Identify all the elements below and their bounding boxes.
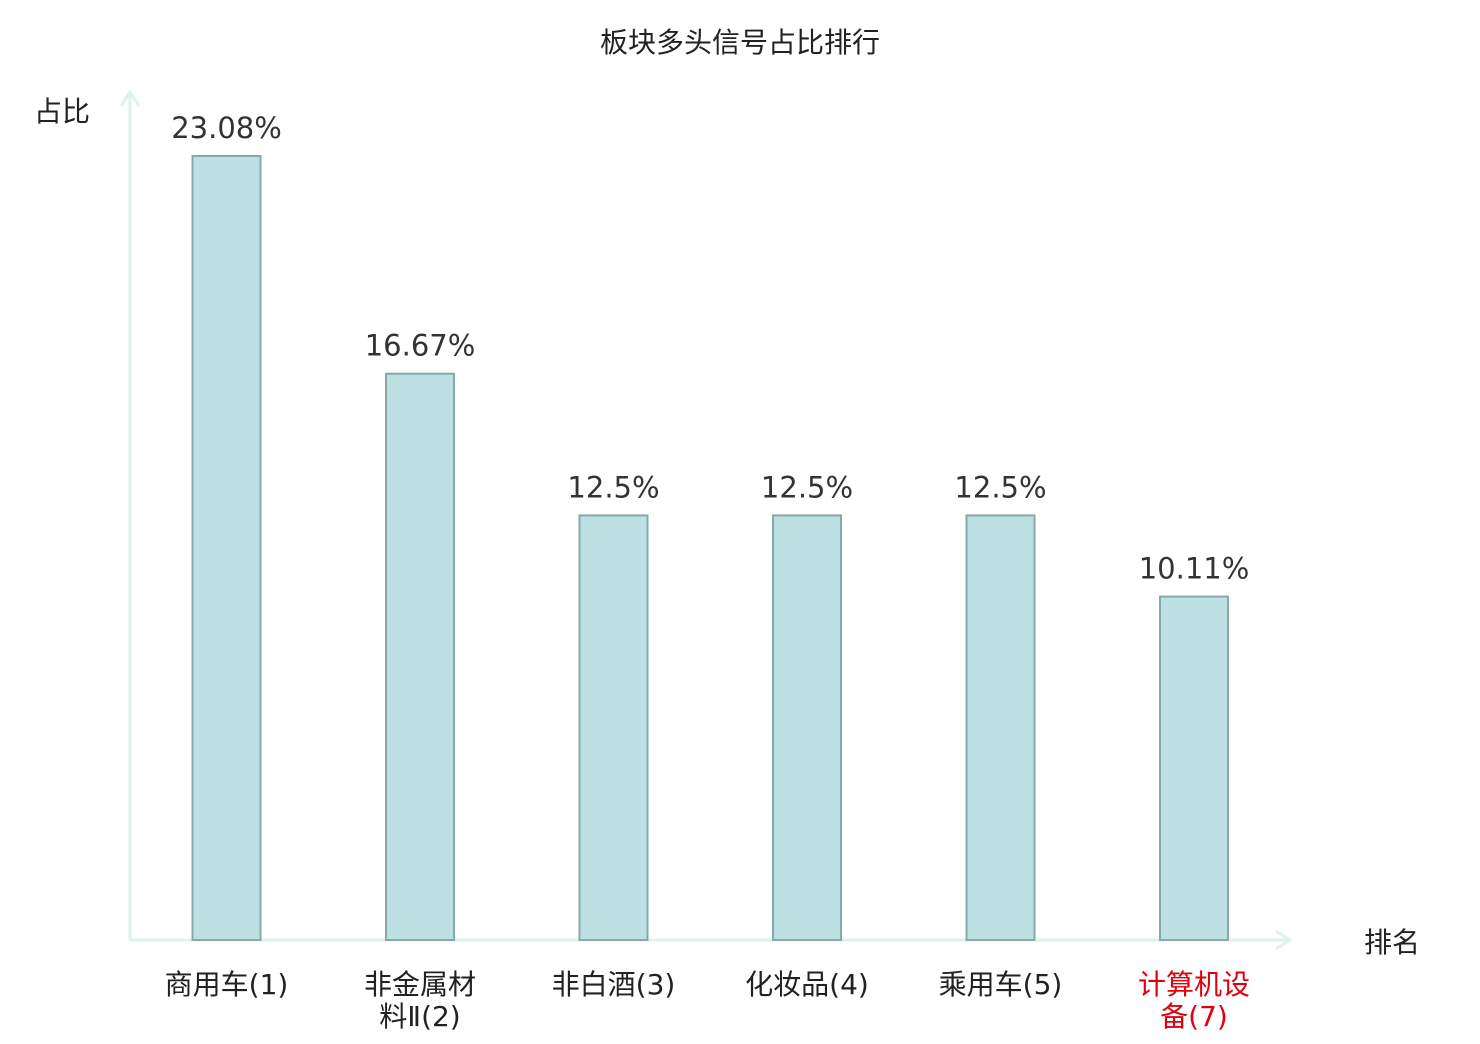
category-rank: (5) (1023, 968, 1063, 1001)
category-name: 商用车 (165, 968, 249, 1001)
category-name: 非白酒 (552, 968, 636, 1001)
category-label: 商用车(1) (165, 968, 289, 1001)
category-label: 非白酒(3) (552, 968, 676, 1001)
bar-value-label: 12.5% (954, 470, 1046, 504)
category-name: 计算机设 (1138, 968, 1250, 1001)
bar (385, 372, 455, 941)
category-rank: (7) (1188, 1000, 1228, 1033)
y-axis-label: 占比 (34, 95, 90, 128)
category-label: 计算机设 (1138, 968, 1250, 1001)
category-name: 化妆品 (745, 968, 829, 1001)
category-label: 非金属材 (364, 968, 476, 1001)
category-name: 非金属材 (364, 968, 476, 1001)
y-axis-arrow (119, 89, 141, 107)
bar (965, 514, 1036, 941)
category-label: 化妆品(4) (745, 968, 869, 1001)
bar-value-label: 10.11% (1139, 552, 1250, 586)
category-rank: (1) (249, 968, 289, 1001)
category-label: 备(7) (1160, 1000, 1228, 1033)
x-axis-label: 排名 (1364, 926, 1420, 959)
bar (191, 155, 262, 941)
bar-value-label: 12.5% (761, 470, 853, 504)
category-name: 备 (1160, 1000, 1188, 1033)
category-name: 乘用车 (939, 968, 1023, 1001)
bar (1159, 595, 1229, 941)
category-name: 料Ⅱ (379, 1000, 421, 1033)
bar (772, 514, 842, 941)
x-axis-arrow (1275, 929, 1293, 951)
chart-title: 板块多头信号占比排行 (600, 26, 880, 59)
category-rank: (4) (829, 968, 869, 1001)
category-label: 乘用车(5) (939, 968, 1063, 1001)
bar (578, 514, 649, 941)
bar-value-label: 23.08% (171, 111, 282, 145)
category-label: 料Ⅱ(2) (379, 1000, 460, 1033)
category-rank: (3) (636, 968, 676, 1001)
bar-value-label: 12.5% (567, 470, 659, 504)
bar-value-label: 16.67% (365, 329, 476, 363)
category-rank: (2) (421, 1000, 461, 1033)
